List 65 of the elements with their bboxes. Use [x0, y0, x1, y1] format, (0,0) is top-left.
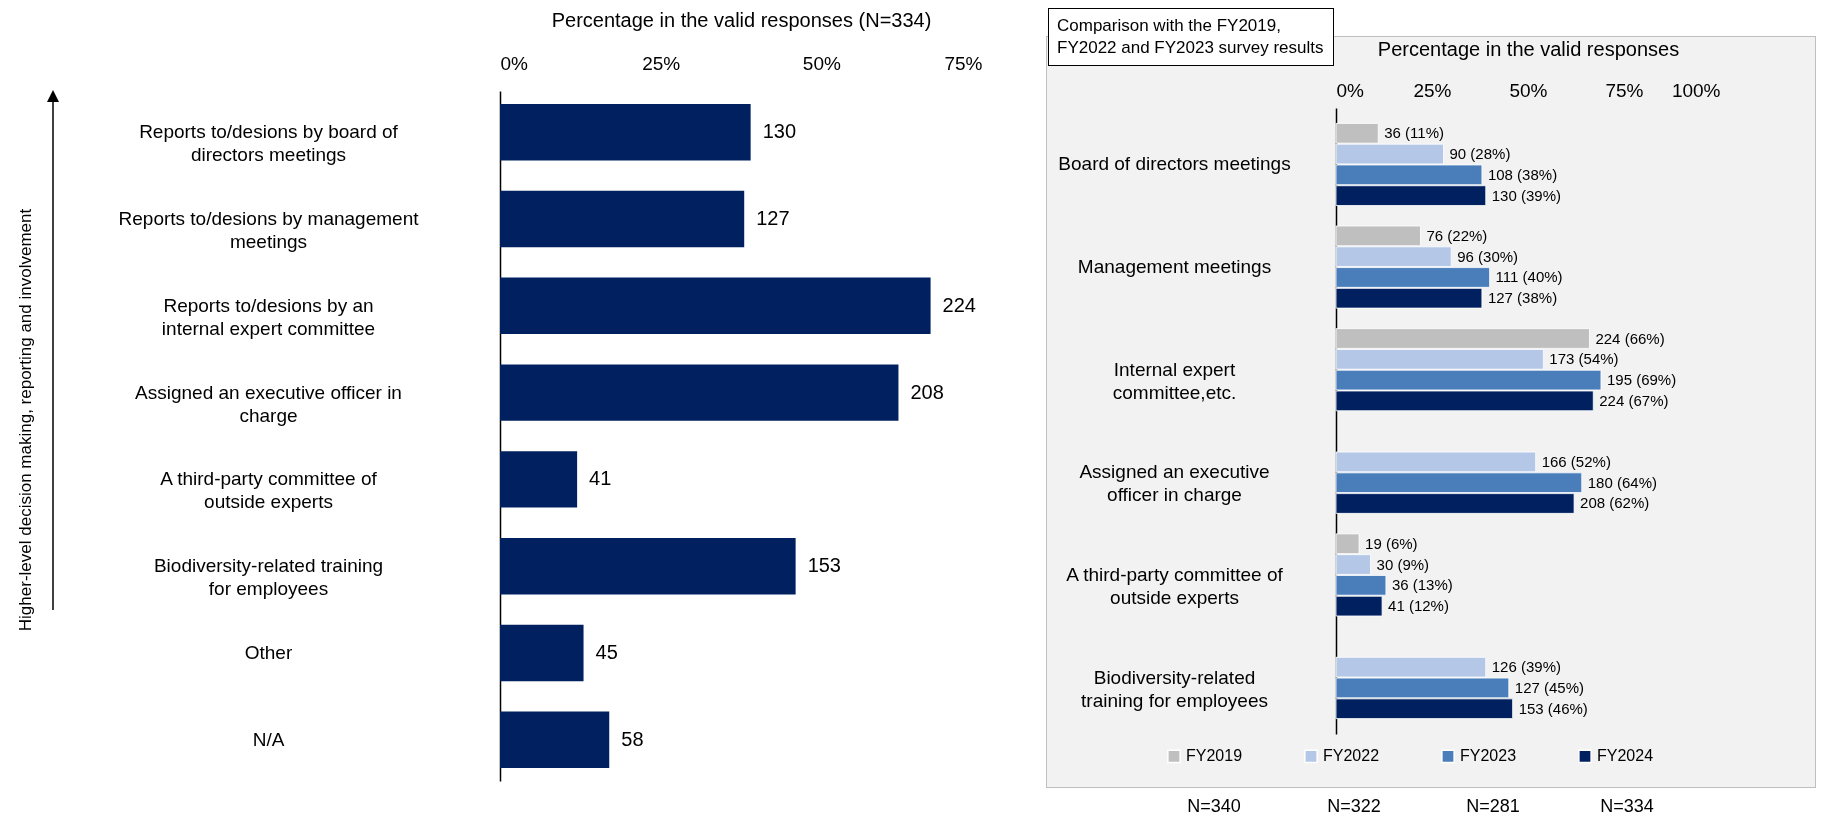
- text: Comparison with the FY2019, FY2022 and FY2023 survey results: [1048, 8, 1334, 67]
- y-tick-label: Biodiversity-related training for employees: [1081, 666, 1268, 711]
- y-tick-label: Management meetings: [1077, 256, 1272, 278]
- y-tick-label: Assigned an executive officer in charge: [135, 381, 402, 426]
- annotation: 208: [910, 380, 944, 403]
- y-tick-label: Biodiversity-related training for employees: [153, 555, 384, 600]
- annotation: 224: [942, 293, 976, 316]
- legend-label: FY2024: [1597, 747, 1654, 765]
- data-label: 41 (12%): [1388, 597, 1449, 615]
- y-tick-label: A third-party committee of outside experts: [1066, 563, 1284, 608]
- data-label: 108 (38%): [1487, 165, 1558, 183]
- data-label: 36 (11%): [1384, 124, 1445, 142]
- y-tick-label: Reports to/desions by board of directors meetings: [139, 121, 399, 166]
- x-tick-label: 75%: [944, 52, 983, 74]
- x-tick-label: 0%: [500, 52, 529, 74]
- data-label: 208 (62%): [1580, 494, 1650, 512]
- text: N=340: [1187, 796, 1241, 817]
- y-tick-label: Reports to/desions by management meetings: [118, 208, 420, 253]
- data-label: 153 (46%): [1518, 699, 1588, 717]
- data-label: 96 (30%): [1457, 247, 1519, 265]
- data-label: 19 (6%): [1365, 534, 1418, 552]
- y-tick-label: Board of directors meetings: [1058, 153, 1291, 175]
- data-label: 126 (39%): [1491, 658, 1561, 676]
- x-tick-label: 50%: [1509, 79, 1548, 101]
- x-tick-label: 25%: [642, 52, 681, 74]
- x-tick-label: 0%: [1336, 79, 1365, 101]
- data-label: 76 (22%): [1426, 226, 1488, 244]
- annotation: 127: [756, 207, 790, 230]
- y-tick-label: N/A: [252, 728, 285, 750]
- data-label: 195 (69%): [1606, 371, 1677, 389]
- data-label: 130 (39%): [1491, 186, 1561, 204]
- data-label: 173 (54%): [1549, 350, 1619, 368]
- data-label: 180 (64%): [1587, 473, 1657, 491]
- legend-label: FY2019: [1186, 747, 1243, 765]
- data-label: 30 (9%): [1376, 555, 1430, 573]
- y-tick-label: Other: [244, 641, 293, 663]
- y-tick-label: A third-party committee of outside experts: [160, 468, 378, 513]
- data-label: 111 (40%): [1495, 268, 1563, 286]
- annotation: 41: [589, 467, 612, 490]
- data-label: 224 (67%): [1599, 391, 1669, 409]
- data-label: 127 (45%): [1514, 678, 1585, 696]
- annotation: 45: [595, 640, 618, 663]
- x-tick-label: 100%: [1671, 79, 1721, 101]
- data-label: 166 (52%): [1541, 452, 1611, 470]
- x-tick-label: 25%: [1413, 79, 1452, 101]
- y-tick-label: Reports to/desions by an internal expert committee: [161, 294, 376, 339]
- y-tick-label: Assigned an executive officer in charge: [1079, 461, 1270, 506]
- x-axis-title: Percentage in the valid responses: [1377, 37, 1680, 60]
- data-label: 127 (38%): [1487, 289, 1558, 307]
- text: N=322: [1327, 796, 1381, 817]
- data-label: 224 (66%): [1595, 329, 1665, 347]
- text: N=334: [1600, 796, 1654, 817]
- text: N=281: [1466, 796, 1520, 817]
- y-tick-label: Internal expert committee,etc.: [1112, 358, 1237, 403]
- x-tick-label: 75%: [1605, 79, 1644, 101]
- data-label: 90 (28%): [1449, 145, 1511, 163]
- legend-label: FY2023: [1460, 747, 1517, 765]
- y-axis-title: Higher-level decision making, reporting and involvement: [16, 208, 36, 632]
- annotation: 130: [762, 120, 797, 143]
- annotation: 58: [621, 727, 644, 750]
- x-axis-title: Percentage in the valid responses (N=334): [551, 8, 932, 31]
- data-label: 36 (13%): [1391, 576, 1453, 594]
- annotation: 153: [807, 554, 841, 577]
- x-tick-label: 50%: [802, 52, 841, 74]
- legend-label: FY2022: [1323, 747, 1380, 765]
